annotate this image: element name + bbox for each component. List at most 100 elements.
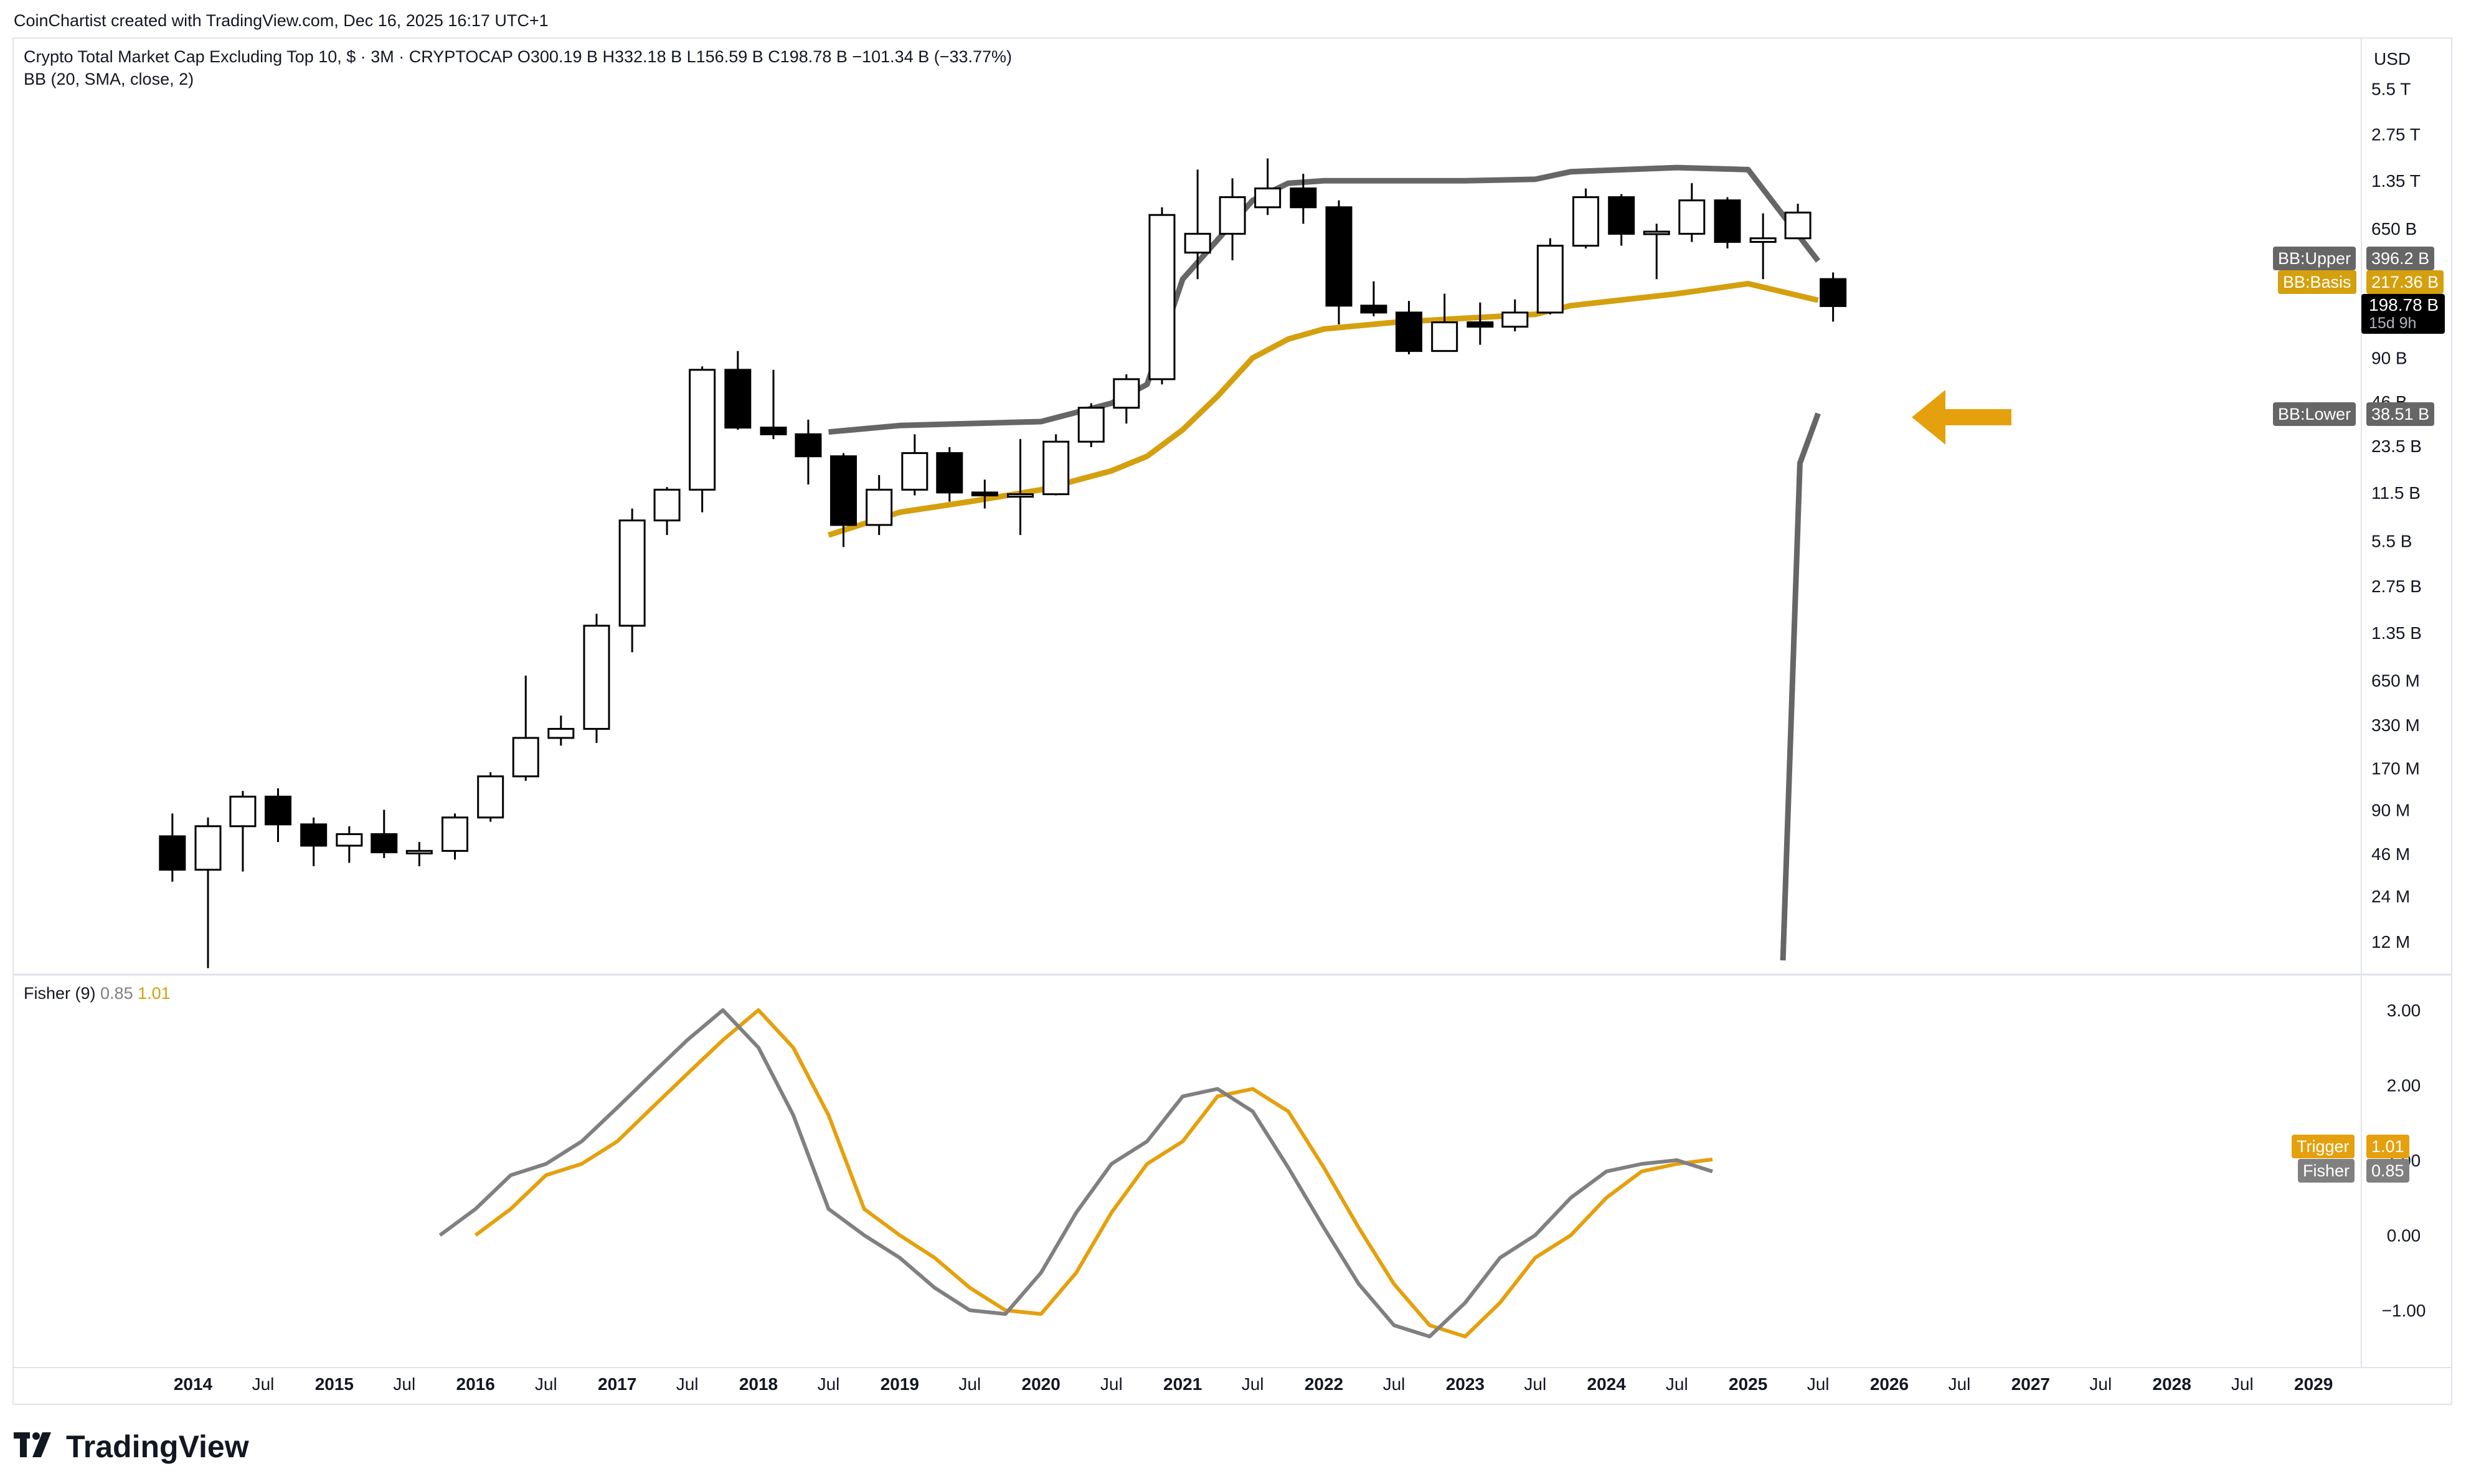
fisher-legend-label: Fisher (9) xyxy=(24,984,96,1003)
candle xyxy=(1820,272,1847,322)
candle-body xyxy=(1678,199,1706,235)
candle-body xyxy=(618,519,646,627)
candle xyxy=(1395,301,1422,355)
time-tick-label: Jul xyxy=(676,1374,699,1394)
time-tick-label: 2023 xyxy=(1446,1374,1485,1394)
candle-body xyxy=(442,816,469,852)
candle-body xyxy=(1290,187,1317,209)
arrow-annotation xyxy=(1912,390,2011,445)
arrow-shaft xyxy=(1942,409,2011,425)
time-tick-label: 2019 xyxy=(881,1374,919,1394)
candle-body xyxy=(1184,232,1211,254)
time-tick-label: 2020 xyxy=(1022,1374,1061,1394)
time-tick-label: Jul xyxy=(393,1374,415,1394)
candle-body xyxy=(547,727,575,739)
time-tick-label: Jul xyxy=(535,1374,557,1394)
last-price-value: 198.78 B xyxy=(2369,295,2439,314)
candle xyxy=(901,434,928,496)
candle-body xyxy=(1007,493,1034,498)
bb-upper-value-tag: 396.2 B xyxy=(2366,247,2435,270)
candle-body xyxy=(1148,214,1176,380)
fisher-tick-label: 2.00 xyxy=(2387,1076,2421,1095)
candle-body xyxy=(760,427,787,435)
candle xyxy=(512,675,539,781)
candle xyxy=(547,716,575,746)
trigger-legend-value: 1.01 xyxy=(138,984,171,1003)
candle xyxy=(264,788,291,843)
candle-body xyxy=(1784,211,1812,240)
candle-body xyxy=(689,369,716,491)
time-tick-label: 2027 xyxy=(2011,1374,2050,1394)
ohlc-high: H332.18 B xyxy=(602,47,683,66)
price-tick-label: 1.35 B xyxy=(2371,623,2422,643)
arrow-head-icon xyxy=(1912,390,1945,445)
candle xyxy=(1467,302,1494,345)
fisher-legend: Fisher (9) 0.85 1.01 xyxy=(24,984,171,1003)
bollinger-bands xyxy=(828,164,1821,961)
candle xyxy=(1113,374,1140,424)
time-tick-label: 2021 xyxy=(1163,1374,1202,1394)
candle-body xyxy=(1360,305,1387,314)
candle xyxy=(1254,158,1282,215)
price-tick-label: 90 M xyxy=(2371,800,2410,820)
candle-body xyxy=(1113,378,1140,409)
price-tick-label: 650 M xyxy=(2371,671,2420,691)
candle xyxy=(229,791,257,872)
candle xyxy=(1608,194,1635,246)
candle xyxy=(971,480,998,509)
price-tick-label: 650 B xyxy=(2371,219,2417,239)
candle xyxy=(159,813,186,882)
time-tick-label: 2028 xyxy=(2153,1374,2191,1394)
candle xyxy=(300,817,328,866)
candle-body xyxy=(1536,245,1564,314)
candle xyxy=(1077,403,1105,448)
candle-body xyxy=(1077,407,1105,443)
price-tick-label: 46 M xyxy=(2371,844,2410,864)
candle xyxy=(795,419,822,484)
candle-body xyxy=(1749,237,1777,243)
candle xyxy=(1290,174,1317,224)
candle-body xyxy=(1325,206,1353,307)
candle-body xyxy=(829,455,857,526)
candle-body xyxy=(1714,199,1741,243)
candle xyxy=(866,475,893,536)
chart-frame xyxy=(12,37,2452,1405)
time-tick-label: 2025 xyxy=(1729,1374,1767,1394)
time-tick-label: 2015 xyxy=(315,1374,354,1394)
symbol-name: Crypto Total Market Cap Excluding Top 10… xyxy=(24,47,513,66)
fisher-line xyxy=(438,1008,1713,1339)
candle xyxy=(1360,281,1387,316)
ohlc-low: L156.59 B xyxy=(686,47,763,66)
candle-body xyxy=(653,488,681,522)
candle xyxy=(336,826,363,863)
fisher-label-tag: Fisher xyxy=(2298,1159,2355,1183)
time-tick-label: Jul xyxy=(818,1374,840,1394)
ohlc-open: O300.19 B xyxy=(517,47,598,66)
time-tick-label: 2026 xyxy=(1870,1374,1909,1394)
price-tick-label: 1.35 T xyxy=(2371,171,2421,191)
time-tick-label: 2017 xyxy=(598,1374,636,1394)
fisher-value-tag: 0.85 xyxy=(2366,1159,2409,1183)
candle xyxy=(829,453,857,547)
candle-body xyxy=(1042,440,1070,496)
candle xyxy=(1572,188,1600,248)
candle-body xyxy=(512,737,539,778)
fisher-tick-label: 0.00 xyxy=(2387,1226,2421,1245)
time-tick-label: 2014 xyxy=(174,1374,213,1394)
candle-body xyxy=(1501,311,1529,328)
candle-body xyxy=(971,491,998,496)
time-tick-label: 2022 xyxy=(1305,1374,1343,1394)
time-tick-label: Jul xyxy=(1807,1374,1830,1394)
bb-lower-label-tag: BB:Lower xyxy=(2273,402,2356,426)
fisher-lines xyxy=(438,1008,1713,1339)
price-tick-label: 5.5 B xyxy=(2371,531,2412,551)
tv-logo-text: TradingView xyxy=(66,1429,249,1464)
time-tick-label: 2018 xyxy=(739,1374,778,1394)
price-tick-label: 330 M xyxy=(2371,716,2420,735)
candle-body xyxy=(336,833,363,847)
price-tick-label: 2.75 T xyxy=(2371,125,2421,144)
time-tick-label: Jul xyxy=(1242,1374,1264,1394)
bb-basis-label-tag: BB:Basis xyxy=(2278,270,2356,294)
time-tick-label: 2016 xyxy=(456,1374,495,1394)
